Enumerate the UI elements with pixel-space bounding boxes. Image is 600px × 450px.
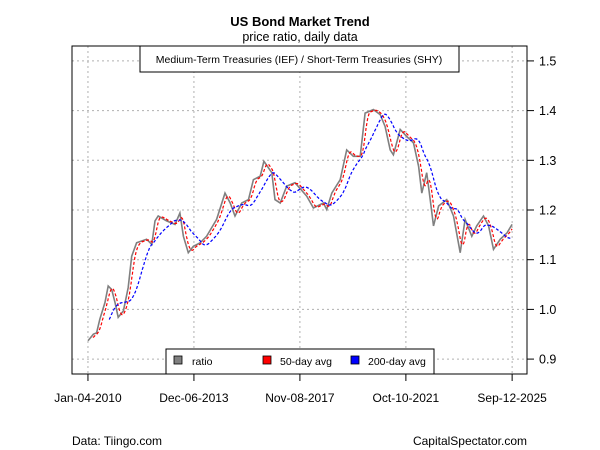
y-tick-label: 0.9	[539, 353, 556, 367]
y-tick-label: 1.3	[539, 154, 556, 168]
x-tick-label: Sep-12-2025	[477, 391, 547, 405]
series-title-box: Medium-Term Treasuries (IEF) / Short-Ter…	[139, 45, 460, 73]
legend-item-200-day: 200-day avg	[350, 355, 426, 368]
x-tick-label: Nov-08-2017	[265, 391, 335, 405]
y-tick-label: 1.0	[539, 303, 556, 317]
legend-label-200-day: 200-day avg	[368, 356, 426, 368]
legend: ratio 50-day avg 200-day avg	[165, 348, 435, 375]
x-tick-label: Jan-04-2010	[54, 391, 122, 405]
grid	[72, 46, 527, 374]
y-tick-label: 1.2	[539, 204, 556, 218]
series-title: Medium-Term Treasuries (IEF) / Short-Ter…	[156, 54, 442, 66]
legend-swatch-ratio	[173, 355, 183, 365]
y-tick-label: 1.5	[539, 54, 556, 68]
legend-swatch-200-day	[350, 355, 360, 365]
x-axis: Jan-04-2010 Dec-06-2013 Nov-08-2017 Oct-10-…	[54, 374, 547, 405]
series-layer	[87, 108, 513, 342]
y-axis: 0.9 1.0 1.1 1.2 1.3 1.4 1.5	[527, 54, 556, 367]
legend-item-50-day: 50-day avg	[262, 355, 332, 368]
footer-source: Data: Tiingo.com	[72, 434, 162, 448]
footer-brand: CapitalSpectator.com	[413, 434, 527, 448]
legend-label-50-day: 50-day avg	[280, 356, 332, 368]
y-tick-label: 1.1	[539, 253, 556, 267]
x-tick-label: Oct-10-2021	[373, 391, 440, 405]
y-tick-label: 1.4	[539, 104, 556, 118]
ma50-line	[92, 109, 513, 338]
legend-item-ratio: ratio	[173, 355, 213, 368]
chart-title: US Bond Market Trend	[230, 14, 369, 29]
legend-swatch-50-day	[262, 355, 272, 365]
ma200-line	[108, 113, 513, 320]
legend-label-ratio: ratio	[192, 356, 213, 368]
x-tick-label: Dec-06-2013	[159, 391, 229, 405]
chart-subtitle: price ratio, daily data	[242, 30, 357, 44]
